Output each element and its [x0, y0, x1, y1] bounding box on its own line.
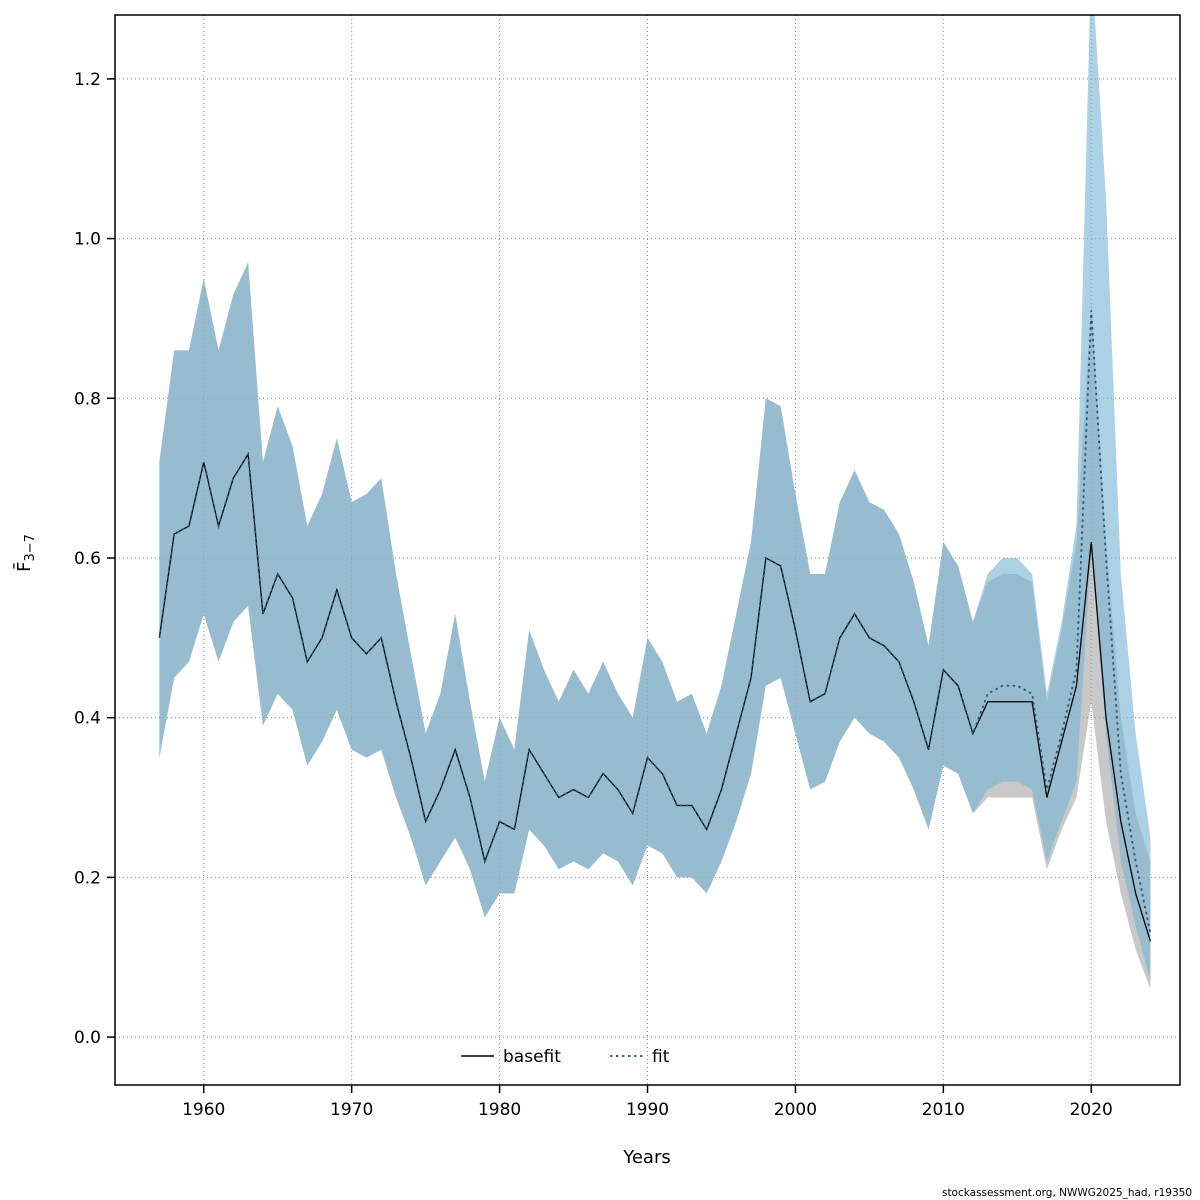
fit-line [158, 310, 1152, 934]
legend-fit-label: fit [652, 1047, 670, 1067]
y-tick-label: 0.0 [74, 1028, 101, 1048]
fit-confidence-band [159, 15, 1151, 982]
y-axis-label-main: F̄ [13, 562, 35, 572]
clipped-series-group [158, 15, 1152, 990]
x-tick-label: 1990 [626, 1100, 669, 1120]
x-tick-label: 1980 [478, 1100, 521, 1120]
y-tick-label: 1.2 [74, 70, 101, 90]
x-tick-label: 2010 [922, 1100, 965, 1120]
source-attribution: stockassessment.org, NWWG2025_had, r1935… [942, 1187, 1192, 1199]
y-axis-label: F̄3−7 [13, 534, 38, 572]
basefit-line [158, 452, 1152, 942]
x-axis-label: Years [622, 1147, 671, 1168]
x-tick-label: 1970 [330, 1100, 373, 1120]
y-tick-label: 0.6 [74, 549, 101, 569]
y-tick-label: 0.4 [74, 709, 101, 729]
y-tick-label: 1.0 [74, 230, 101, 250]
plot-area: 1960 1970 1980 1990 2000 2010 2020 0.0 0.2 0.4 0.6… [74, 14, 1181, 1120]
y-axis-label-subscript: 3−7 [23, 534, 38, 561]
x-tick-label: 2000 [774, 1100, 817, 1120]
legend-basefit-label: basefit [503, 1047, 561, 1067]
x-tick-label: 1960 [182, 1100, 225, 1120]
y-tick-label: 0.8 [74, 389, 101, 409]
y-tick-label: 0.2 [74, 868, 101, 888]
x-tick-label: 2020 [1070, 1100, 1113, 1120]
legend: basefit fit [461, 1047, 670, 1067]
